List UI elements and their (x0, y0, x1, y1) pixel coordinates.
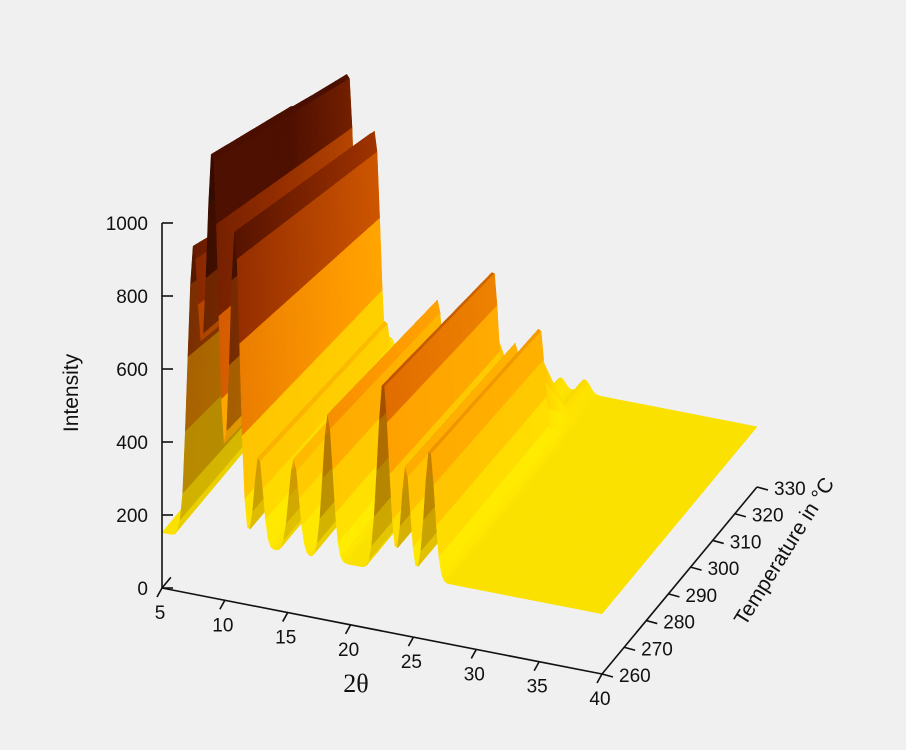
surface-plot (161, 73, 758, 615)
